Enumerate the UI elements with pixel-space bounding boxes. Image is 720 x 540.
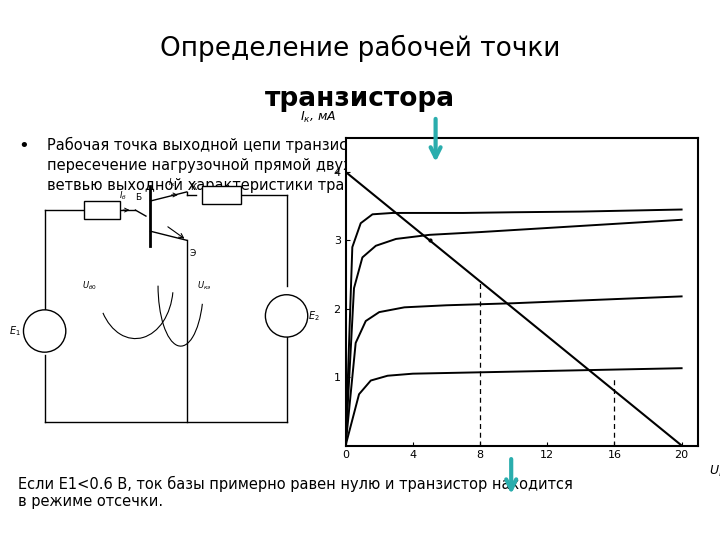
Text: $R_1$: $R_1$ <box>96 204 108 217</box>
Circle shape <box>266 295 307 337</box>
Text: К: К <box>190 183 196 192</box>
Bar <box>84 201 120 219</box>
Text: $U_{кэ}$: $U_{кэ}$ <box>197 279 212 292</box>
Text: Э: Э <box>190 249 196 258</box>
Text: $I_{к}$, мА: $I_{к}$, мА <box>300 110 336 125</box>
Text: $E_2$: $E_2$ <box>308 309 320 323</box>
Text: транзистора: транзистора <box>265 86 455 112</box>
Text: $U_{б0}$: $U_{б0}$ <box>83 279 97 292</box>
Circle shape <box>24 310 66 352</box>
Text: $U_{кэ}$,: $U_{кэ}$, <box>709 464 720 479</box>
Text: $I_б$: $I_б$ <box>120 190 127 202</box>
Text: $R_2$: $R_2$ <box>216 188 228 201</box>
Text: Если E1<0.6 В, ток базы примерно равен нулю и транзистор находится
в режиме отсе: Если E1<0.6 В, ток базы примерно равен н… <box>18 476 573 509</box>
Text: $E_1$: $E_1$ <box>9 324 20 338</box>
Text: Определение рабочей точки: Определение рабочей точки <box>160 35 560 62</box>
Bar <box>202 186 241 204</box>
Text: Б: Б <box>135 193 141 202</box>
Text: Рабочая точка выходной цепи транзистора представляет
пересечение нагрузочной пря: Рабочая точка выходной цепи транзистора … <box>47 137 501 193</box>
Text: $I_к$: $I_к$ <box>168 177 176 189</box>
Text: •: • <box>18 137 29 155</box>
